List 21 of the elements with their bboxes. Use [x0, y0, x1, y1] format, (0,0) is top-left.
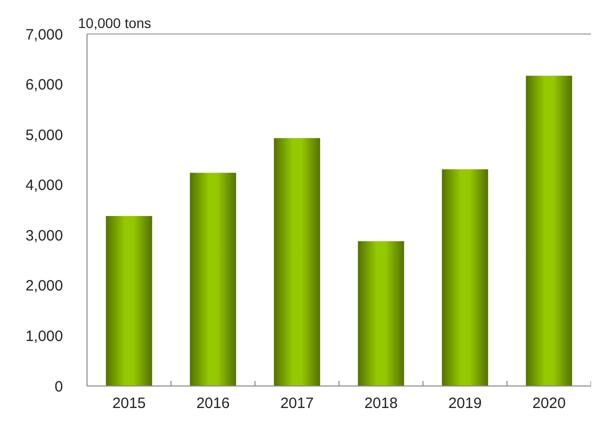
- y-tick-label: 5,000: [25, 126, 63, 144]
- x-tick-label: 2020: [532, 395, 566, 412]
- y-tick-label: 6,000: [25, 76, 63, 94]
- y-axis-title: 10,000 tons: [78, 15, 152, 31]
- bar: [106, 216, 152, 386]
- x-tick-label: 2018: [364, 395, 398, 412]
- bar: [190, 172, 236, 386]
- y-tick-label: 7,000: [25, 26, 63, 44]
- y-tick-label: 1,000: [25, 328, 63, 345]
- y-tick-label: 4,000: [25, 177, 63, 194]
- bar: [358, 241, 404, 386]
- x-tick-label: 2017: [280, 395, 314, 412]
- y-tick-label: 2,000: [25, 278, 63, 295]
- x-tick-label: 2015: [112, 395, 146, 412]
- bar: [442, 169, 488, 386]
- y-tick-label: 0: [54, 378, 63, 396]
- bar: [526, 76, 572, 386]
- bar: [274, 138, 320, 386]
- x-tick-label: 2019: [448, 395, 482, 412]
- x-tick-label: 2016: [196, 395, 230, 412]
- y-tick-label: 3,000: [25, 227, 63, 244]
